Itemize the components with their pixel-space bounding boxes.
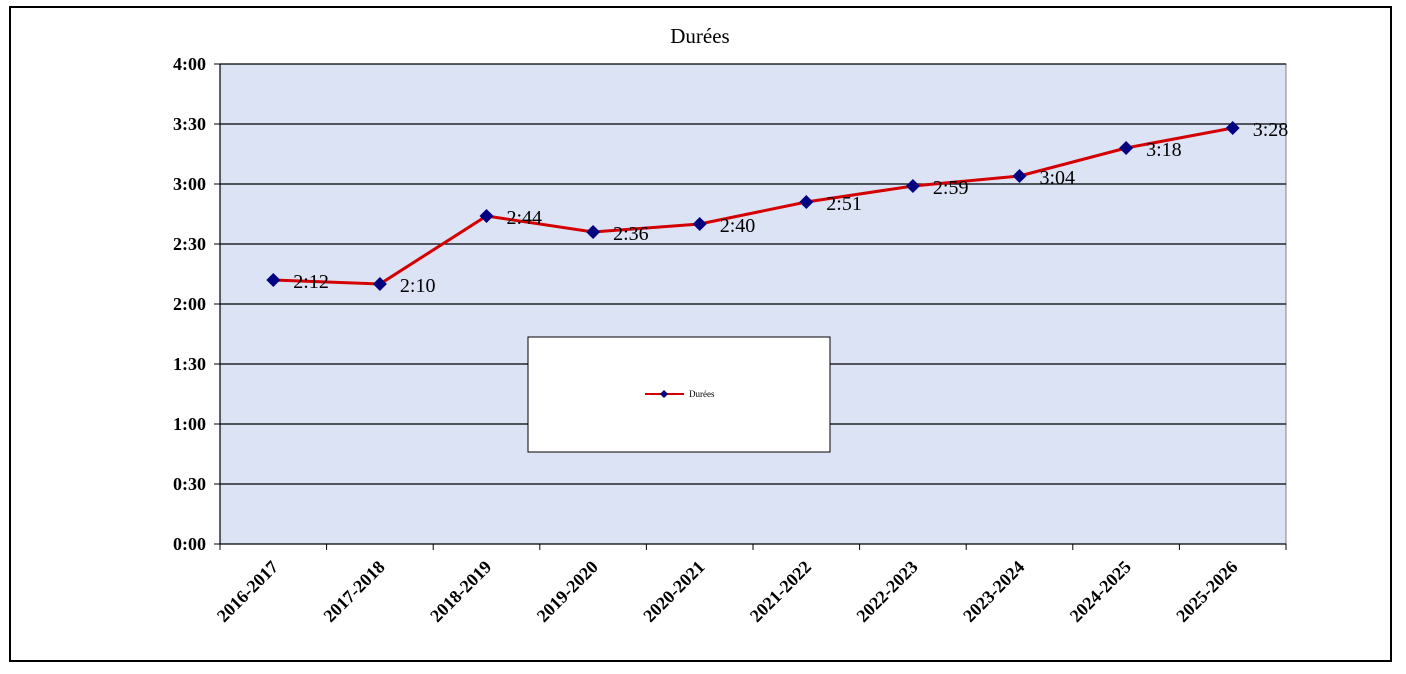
x-tick-label: 2021-2022 [746, 557, 815, 626]
data-label: 2:40 [720, 215, 756, 237]
data-point [479, 209, 494, 223]
y-tick-label: 0:00 [173, 534, 206, 554]
data-point [1012, 169, 1027, 183]
data-label: 2:44 [507, 207, 543, 229]
series-line [273, 126, 1233, 286]
legend-box [527, 336, 831, 453]
data-point [692, 217, 707, 231]
legend-label: Durées [689, 389, 715, 399]
data-point [372, 277, 387, 291]
data-point [1225, 121, 1240, 135]
y-tick-label: 2:30 [173, 234, 206, 254]
x-tick-label: 2018-2019 [426, 557, 495, 626]
x-tick-label: 2022-2023 [852, 557, 921, 626]
y-tick-label: 3:30 [173, 114, 206, 134]
data-label: 2:36 [613, 223, 649, 245]
data-point [799, 195, 814, 209]
x-tick-label: 2025-2026 [1172, 557, 1241, 626]
y-tick-label: 2:00 [173, 294, 206, 314]
data-label: 2:51 [826, 193, 862, 215]
chart-title: Durées [670, 24, 729, 48]
y-tick-label: 0:30 [173, 474, 206, 494]
y-tick-label: 4:00 [173, 54, 206, 74]
x-tick-label: 2017-2018 [319, 557, 388, 626]
data-label: 3:04 [1040, 167, 1076, 189]
x-tick-label: 2023-2024 [959, 557, 1028, 626]
data-point [586, 225, 601, 239]
y-tick-label: 1:30 [173, 354, 206, 374]
data-label: 2:12 [293, 271, 329, 293]
data-point [266, 273, 281, 287]
x-tick-label: 2020-2021 [639, 557, 708, 626]
x-tick-label: 2019-2020 [533, 557, 602, 626]
data-label: 3:18 [1146, 139, 1182, 161]
data-label: 2:10 [400, 275, 436, 297]
x-tick-label: 2024-2025 [1066, 557, 1135, 626]
data-label: 3:28 [1253, 119, 1289, 141]
data-point [1119, 141, 1134, 155]
data-label: 2:59 [933, 177, 969, 199]
y-tick-label: 1:00 [173, 414, 206, 434]
x-tick-label: 2016-2017 [213, 557, 282, 626]
data-point [905, 179, 920, 193]
legend-marker [660, 390, 668, 398]
y-tick-label: 3:00 [173, 174, 206, 194]
